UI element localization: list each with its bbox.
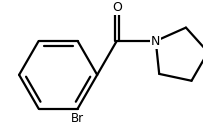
Text: N: N — [151, 34, 160, 47]
Text: O: O — [112, 1, 122, 14]
Text: Br: Br — [71, 112, 84, 125]
